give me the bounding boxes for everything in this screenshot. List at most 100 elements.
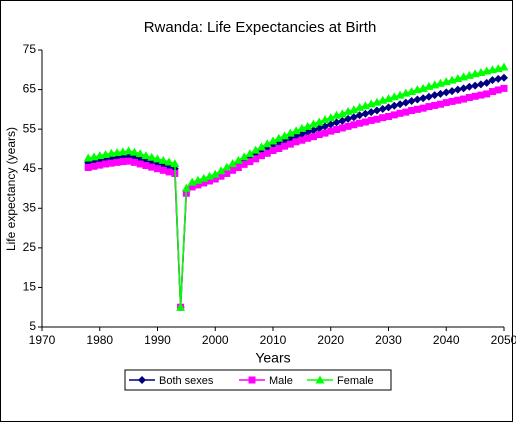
marker: [465, 93, 473, 101]
x-axis-title: Years: [255, 350, 290, 366]
marker: [292, 138, 300, 146]
marker: [448, 97, 456, 105]
marker: [170, 159, 180, 168]
marker: [419, 104, 427, 112]
marker: [129, 147, 139, 156]
marker: [274, 133, 284, 142]
marker: [113, 158, 121, 166]
marker: [148, 163, 156, 171]
marker: [367, 116, 375, 124]
marker: [442, 99, 450, 107]
marker: [390, 111, 398, 119]
marker: [315, 375, 325, 384]
marker: [459, 84, 468, 93]
marker: [158, 155, 168, 164]
marker: [500, 73, 508, 82]
marker: [494, 86, 502, 94]
marker: [246, 158, 254, 166]
y-tick-label: 55: [23, 121, 37, 135]
marker: [309, 133, 317, 141]
marker: [102, 160, 110, 168]
marker: [396, 109, 404, 117]
marker: [304, 134, 312, 142]
marker: [413, 95, 422, 104]
marker: [350, 121, 358, 129]
marker: [84, 164, 92, 172]
marker: [240, 160, 248, 168]
marker: [321, 129, 329, 137]
marker: [500, 84, 508, 92]
x-tick-label: 2020: [317, 333, 344, 347]
marker: [338, 124, 346, 132]
marker: [488, 76, 497, 85]
y-tick-label: 75: [23, 42, 37, 56]
marker: [454, 96, 462, 104]
x-tick-label: 2050: [491, 333, 516, 347]
marker: [482, 78, 491, 87]
x-tick-label: 1990: [144, 333, 171, 347]
marker: [223, 169, 231, 177]
marker: [154, 165, 161, 173]
marker: [291, 126, 301, 135]
y-tick-label: 5: [29, 319, 36, 333]
marker: [373, 115, 381, 123]
marker: [379, 114, 387, 122]
marker: [96, 161, 104, 169]
marker: [401, 98, 410, 107]
marker: [130, 158, 138, 166]
marker: [483, 90, 491, 98]
marker: [229, 166, 237, 174]
y-tick-label: 35: [23, 200, 37, 214]
marker: [430, 91, 439, 100]
marker: [222, 162, 232, 171]
marker: [499, 62, 509, 71]
marker: [217, 172, 225, 180]
marker: [124, 146, 134, 155]
marker: [216, 166, 226, 175]
marker: [344, 122, 352, 130]
series-markers: [84, 84, 508, 311]
x-tick-label: 1980: [86, 333, 113, 347]
marker: [402, 108, 410, 116]
marker: [164, 157, 174, 166]
marker: [314, 117, 324, 126]
marker: [228, 159, 238, 168]
series-markers: [83, 62, 509, 311]
marker: [488, 88, 496, 96]
marker: [90, 162, 98, 170]
marker: [147, 152, 157, 161]
marker: [165, 168, 173, 176]
marker: [262, 139, 272, 148]
marker: [326, 113, 336, 122]
marker: [245, 149, 255, 158]
marker: [285, 128, 295, 137]
marker: [138, 376, 146, 384]
marker: [210, 169, 220, 178]
y-tick-label: 25: [23, 240, 37, 254]
marker: [176, 302, 186, 311]
marker: [107, 159, 115, 167]
marker: [471, 92, 479, 100]
marker: [303, 121, 313, 130]
marker: [263, 149, 271, 157]
x-tick-label: 2040: [433, 333, 460, 347]
marker: [384, 103, 393, 112]
marker: [356, 119, 364, 127]
marker: [385, 112, 392, 120]
marker: [119, 158, 127, 166]
marker: [280, 131, 290, 140]
marker: [142, 162, 150, 170]
marker: [252, 155, 260, 163]
marker: [257, 152, 265, 160]
chart-title: Rwanda: Life Expectancies at Birth: [144, 19, 377, 36]
marker: [349, 105, 359, 114]
marker: [211, 175, 219, 183]
marker: [141, 151, 151, 160]
legend-label: Female: [337, 375, 374, 387]
x-tick-label: 2030: [375, 333, 402, 347]
marker: [281, 142, 289, 150]
marker: [153, 154, 162, 163]
legend-label: Male: [269, 375, 293, 387]
